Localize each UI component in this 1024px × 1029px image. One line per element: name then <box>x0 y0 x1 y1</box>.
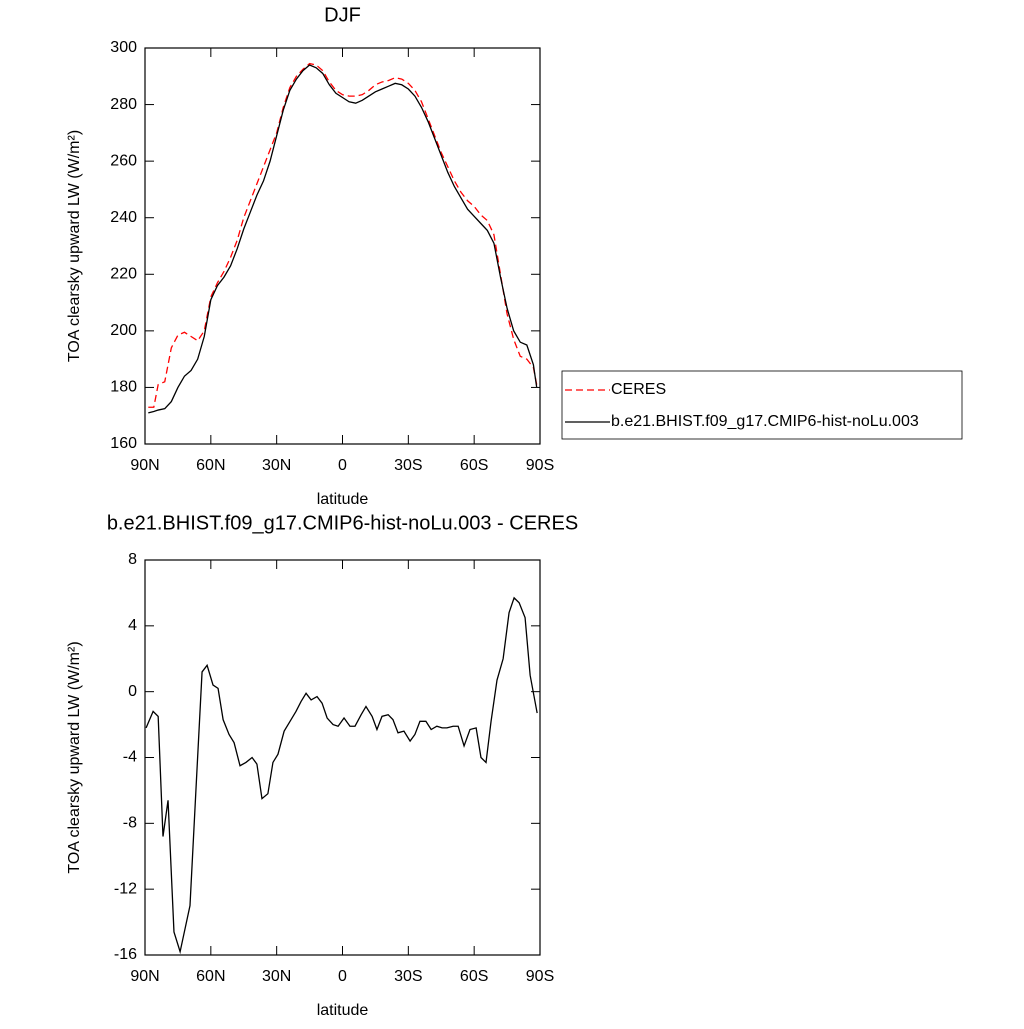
series-line <box>145 596 538 955</box>
chart-title: b.e21.BHIST.f09_g17.CMIP6-hist-noLu.003 … <box>107 512 578 534</box>
y-tick-label: -16 <box>114 946 137 963</box>
x-tick-label: 60S <box>460 968 488 985</box>
x-tick-label: 30N <box>262 457 291 474</box>
x-tick-label: 60N <box>196 968 225 985</box>
y-tick-label: 300 <box>110 39 137 56</box>
x-tick-label: 90N <box>130 968 159 985</box>
y-tick-label: -8 <box>123 815 137 832</box>
y-tick-label: 0 <box>128 683 137 700</box>
plot-frame <box>144 47 541 445</box>
chart-title: DJF <box>324 4 361 26</box>
y-tick-label: 4 <box>128 617 137 634</box>
series-line <box>148 62 538 408</box>
x-tick-label: 30S <box>394 457 422 474</box>
x-tick-label: 30S <box>394 968 422 985</box>
panel: b.e21.BHIST.f09_g17.CMIP6-hist-noLu.003 … <box>66 512 578 1019</box>
x-tick-label: 90N <box>130 457 159 474</box>
legend-label: CERES <box>611 381 666 398</box>
y-tick-label: 280 <box>110 96 137 113</box>
y-tick-label: 260 <box>110 152 137 169</box>
y-axis-label: TOA clearsky upward LW (W/m²) <box>66 130 83 362</box>
x-axis-label: latitude <box>317 491 369 508</box>
y-tick-label: 240 <box>110 209 137 226</box>
x-tick-label: 90S <box>526 457 554 474</box>
x-tick-label: 30N <box>262 968 291 985</box>
y-tick-label: 180 <box>110 379 137 396</box>
legend-box <box>561 370 963 440</box>
legend-label: b.e21.BHIST.f09_g17.CMIP6-hist-noLu.003 <box>611 413 919 430</box>
y-axis-label: TOA clearsky upward LW (W/m²) <box>66 641 83 873</box>
x-axis-label: latitude <box>317 1002 369 1019</box>
y-tick-label: 200 <box>110 322 137 339</box>
y-tick-label: -4 <box>123 749 137 766</box>
plot-frame <box>144 559 541 956</box>
x-tick-label: 60S <box>460 457 488 474</box>
series-line <box>148 64 538 414</box>
y-tick-label: -12 <box>114 880 137 897</box>
y-tick-label: 160 <box>110 435 137 452</box>
x-tick-label: 0 <box>338 457 347 474</box>
y-tick-label: 8 <box>128 551 137 568</box>
panel: DJF latitude TOA clearsky upward LW (W/m²)… <box>66 4 963 508</box>
x-tick-label: 0 <box>338 968 347 985</box>
y-tick-label: 220 <box>110 266 137 283</box>
x-tick-label: 90S <box>526 968 554 985</box>
x-tick-label: 60N <box>196 457 225 474</box>
